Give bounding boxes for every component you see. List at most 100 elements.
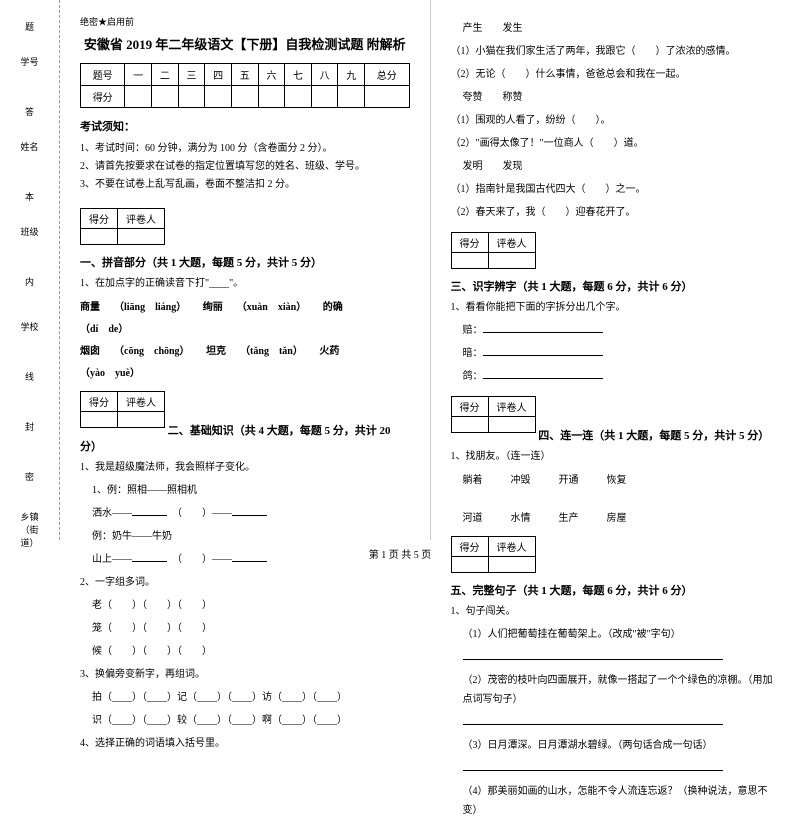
- w: 恢复: [607, 470, 627, 492]
- gb-label: 得分: [451, 397, 488, 417]
- grade-box: 得分 评卷人: [80, 208, 165, 245]
- grade-box: 得分 评卷人: [451, 232, 536, 269]
- blank[interactable]: [232, 506, 267, 516]
- gb-label: 评卷人: [118, 209, 165, 229]
- notice-item: 1、考试时间：60 分钟，满分为 100 分（含卷面分 2 分）。: [80, 140, 410, 158]
- q2p3-item: 拍（____）（____）记（____）（____）访（____）（____）: [80, 688, 410, 707]
- score-table: 题号 一 二 三 四 五 六 七 八 九 总分 得分: [80, 63, 410, 108]
- td[interactable]: [205, 86, 232, 108]
- q5-item: （4）那美丽如画的山水，怎能不令人流连忘返？（换种说法，意思不变）: [451, 782, 781, 820]
- gb-cell[interactable]: [451, 253, 488, 269]
- td[interactable]: [231, 86, 258, 108]
- td[interactable]: [125, 86, 152, 108]
- td[interactable]: [365, 86, 409, 108]
- pair-c: 发明 发现: [451, 157, 781, 176]
- margin-char: 内: [25, 275, 34, 288]
- td[interactable]: [338, 86, 365, 108]
- gb-cell[interactable]: [81, 412, 118, 428]
- gb-cell[interactable]: [118, 229, 165, 245]
- td[interactable]: [285, 86, 312, 108]
- word: 的确: [323, 302, 343, 313]
- notice-item: 3、不要在试卷上乱写乱画，卷面不整洁扣 2 分。: [80, 176, 410, 194]
- gb-cell[interactable]: [118, 412, 165, 428]
- td[interactable]: [152, 86, 179, 108]
- r3: （1）围观的人看了，纷纷（ ）。: [451, 111, 781, 130]
- gb-label: 评卷人: [488, 397, 535, 417]
- grade-box: 得分 评卷人: [80, 391, 165, 428]
- score-value-row: 得分: [81, 86, 410, 108]
- exam-title: 安徽省 2019 年二年级语文【下册】自我检测试题 附解析: [80, 34, 410, 53]
- th: 四: [205, 64, 232, 86]
- answer-line[interactable]: [451, 713, 781, 732]
- w: 生产: [559, 508, 579, 530]
- q2p1-item: 洒水—— （ ）——: [80, 504, 410, 523]
- q2p1-ex: 1、例：照相——照相机: [80, 481, 410, 500]
- blank[interactable]: [483, 346, 603, 356]
- td[interactable]: [178, 86, 205, 108]
- th: 一: [125, 64, 152, 86]
- txt: 暗：: [463, 348, 483, 359]
- section-1-title: 一、拼音部分（共 1 大题，每题 5 分，共计 5 分）: [80, 257, 322, 269]
- answer-line[interactable]: [451, 648, 781, 667]
- q5-item: （2）茂密的枝叶向四面展开，就像一搭起了一个个绿色的凉棚。（用加点词写句子）: [451, 671, 781, 709]
- pinyin-row-1: 商量（liāng liáng） 绚丽（xuàn xiàn） 的确（dí de）: [80, 297, 410, 341]
- q4-stem: 1、找朋友。（连一连）: [451, 447, 781, 466]
- q2p4-head: 4、选择正确的词语填入括号里。: [80, 734, 410, 753]
- th: 二: [152, 64, 179, 86]
- gb-cell[interactable]: [488, 417, 535, 433]
- th: 题号: [81, 64, 125, 86]
- margin-label: 乡镇（街道）: [15, 510, 45, 549]
- blank[interactable]: [483, 323, 603, 333]
- margin-label: 学号: [20, 55, 38, 68]
- w: 房屋: [607, 508, 627, 530]
- gb-label: 得分: [81, 209, 118, 229]
- pinyin: （cōng chōng）: [114, 346, 190, 357]
- margin-char: 答: [25, 105, 34, 118]
- left-column: 绝密★启用前 安徽省 2019 年二年级语文【下册】自我检测试题 附解析 题号 …: [60, 0, 431, 540]
- word: 商量: [80, 302, 100, 313]
- w: 河道: [463, 508, 483, 530]
- q2p2-item: 候（ ）（ ）（ ）: [80, 642, 410, 661]
- td[interactable]: [311, 86, 338, 108]
- w: 躺着: [463, 470, 483, 492]
- td[interactable]: [258, 86, 285, 108]
- margin-label: 学校: [20, 320, 38, 333]
- r6: （2）春天来了，我（ ）迎春花开了。: [451, 203, 781, 222]
- r2: （2）无论（ ）什么事情，爸爸总会和我在一起。: [451, 65, 781, 84]
- pinyin: （xuàn xiàn）: [237, 302, 306, 313]
- q3-item: 鸽：: [451, 367, 781, 386]
- pinyin: （liāng liáng）: [114, 302, 186, 313]
- w: 开通: [559, 470, 579, 492]
- q2p1-head: 1、我是超级魔法师，我会照样子变化。: [80, 458, 410, 477]
- q2p2-item: 笼（ ）（ ）（ ）: [80, 619, 410, 638]
- q5-stem: 1、句子闯关。: [451, 602, 781, 621]
- q3-stem: 1、看看你能把下面的字拆分出几个字。: [451, 298, 781, 317]
- th: 八: [311, 64, 338, 86]
- notice-item: 2、请首先按要求在试卷的指定位置填写您的姓名、班级、学号。: [80, 158, 410, 176]
- blank[interactable]: [483, 369, 603, 379]
- word: 坦克: [206, 346, 226, 357]
- gb-cell[interactable]: [451, 417, 488, 433]
- answer-line[interactable]: [451, 759, 781, 778]
- pinyin: （tǎng tǎn）: [240, 346, 303, 357]
- gb-label: 评卷人: [118, 392, 165, 412]
- q2p3-item: 识（____）（____）较（____）（____）啊（____）（____）: [80, 711, 410, 730]
- margin-char: 封: [25, 420, 34, 433]
- q3-item: 暗：: [451, 344, 781, 363]
- gb-cell[interactable]: [488, 253, 535, 269]
- margin-char: 本: [25, 190, 34, 203]
- txt: 赔：: [463, 325, 483, 336]
- gb-cell[interactable]: [81, 229, 118, 245]
- pair-b: 夸赞 称赞: [451, 88, 781, 107]
- section-3-title: 三、识字辨字（共 1 大题，每题 6 分，共计 6 分）: [451, 281, 693, 293]
- pair-a: 产生 发生: [451, 19, 781, 38]
- gb-label: 评卷人: [488, 233, 535, 253]
- notice-list: 1、考试时间：60 分钟，满分为 100 分（含卷面分 2 分）。 2、请首先按…: [80, 140, 410, 194]
- gb-label: 得分: [451, 233, 488, 253]
- blank[interactable]: [132, 506, 167, 516]
- notice-head: 考试须知：: [80, 118, 410, 134]
- pinyin: （dí de）: [80, 324, 128, 335]
- margin-char: 题: [25, 20, 34, 33]
- page-footer: 第 1 页 共 5 页: [0, 546, 800, 561]
- word: 烟囱: [80, 346, 100, 357]
